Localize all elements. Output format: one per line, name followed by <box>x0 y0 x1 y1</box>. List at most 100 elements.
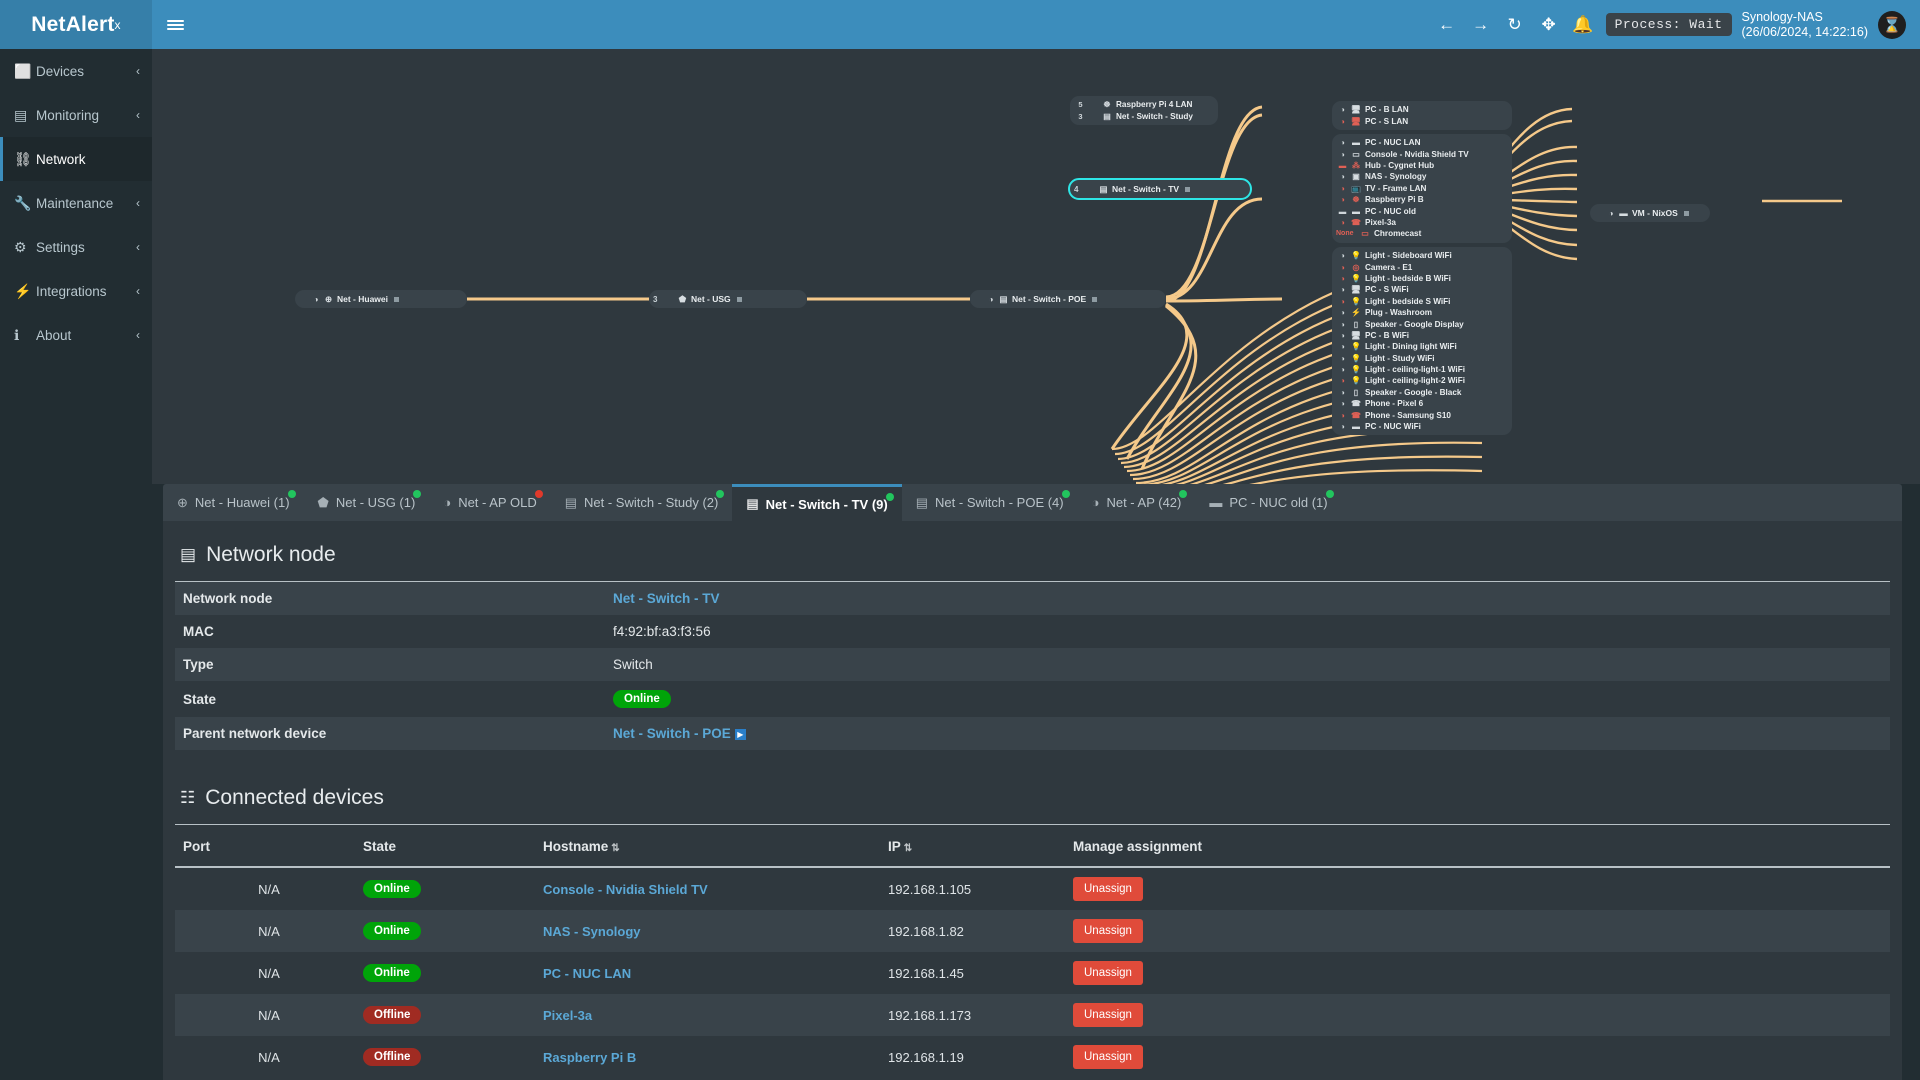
map-group-study[interactable]: 5 ☸ Raspberry Pi 4 LAN 3 ▤ Net - Switch - Stu… <box>1070 96 1218 125</box>
map-device-row[interactable]: ◑ 📺 TV - Frame LAN <box>1336 183 1508 194</box>
sidebar-item-network[interactable]: ⛓ Network <box>0 137 152 181</box>
map-device-row[interactable]: ◑ ☎ Pixel-3a <box>1336 217 1508 228</box>
sidebar-item-settings[interactable]: ⚙ Settings ‹ <box>0 225 152 269</box>
map-node[interactable]: ◑ ▤ Net - Switch - POE <box>970 290 1166 308</box>
map-group-lan-top[interactable]: ◑ 🖥 PC - B LAN ◑ 🖥 PC - S LAN <box>1332 101 1512 130</box>
column-header-ip[interactable]: IP ⇅ <box>880 829 1065 868</box>
map-device-row[interactable]: ◑ ▯ Speaker - Google Display <box>1336 318 1508 329</box>
refresh-icon[interactable]: ↻ <box>1507 14 1522 34</box>
sidebar-item-label: Network <box>36 151 86 167</box>
node-handle[interactable] <box>736 296 742 302</box>
back-icon[interactable]: ← <box>1438 14 1456 34</box>
tab-pc-nuc-old-1-[interactable]: ▬ PC - NUC old (1) <box>1195 484 1341 521</box>
expand-icon[interactable]: ✥ <box>1541 14 1556 34</box>
map-device-row[interactable]: ◑ ▯ Speaker - Google - Black <box>1336 387 1508 398</box>
map-device-row[interactable]: ◑ ◎ Camera - E1 <box>1336 261 1508 272</box>
sidebar-item-about[interactable]: ℹ About ‹ <box>0 313 152 357</box>
sidebar-item-maintenance[interactable]: 🔧 Maintenance ‹ <box>0 181 152 225</box>
detail-value[interactable]: Net - Switch - TV <box>613 591 720 606</box>
sitemap-icon: ☷ <box>180 788 196 807</box>
map-node[interactable]: ◑ ▬ VM - NixOS <box>1590 204 1710 222</box>
node-handle[interactable] <box>1092 296 1098 302</box>
map-device-row[interactable]: ▬ ⁂ Hub - Cygnet Hub <box>1336 160 1508 171</box>
node-handle[interactable] <box>394 296 400 302</box>
status-dot <box>1179 490 1188 498</box>
map-group-lan-main[interactable]: ◑ ▬ PC - NUC LAN ◑ ▭ Console - Nvidia Shield … <box>1332 134 1512 243</box>
unassign-button[interactable]: Unassign <box>1073 1045 1143 1069</box>
tab-net-switch-tv-9-[interactable]: ▤ Net - Switch - TV (9) <box>732 484 902 521</box>
tab-net-huawei-1-[interactable]: ⊕ Net - Huawei (1) <box>163 484 304 521</box>
map-device-row[interactable]: ◑ 💡 Light - ceiling-light-2 WiFi <box>1336 375 1508 386</box>
unassign-button[interactable]: Unassign <box>1073 1003 1143 1027</box>
tab-net-ap-42-[interactable]: ◑ Net - AP (42) <box>1078 484 1196 521</box>
map-device-row[interactable]: ◑ ☸ Raspberry Pi B <box>1336 194 1508 205</box>
tab-label: PC - NUC old (1) <box>1229 495 1328 510</box>
unassign-button[interactable]: Unassign <box>1073 961 1143 985</box>
bell-icon[interactable]: 🔔 <box>1571 14 1594 34</box>
map-device-row[interactable]: ◑ ▬ PC - NUC LAN <box>1336 137 1508 148</box>
cell-hostname[interactable]: PC - NUC LAN <box>543 965 632 981</box>
device-label: PC - NUC old <box>1365 206 1416 216</box>
map-device-row[interactable]: ◑ ▭ Console - Nvidia Shield TV <box>1336 148 1508 159</box>
unassign-button[interactable]: Unassign <box>1073 919 1143 943</box>
avatar[interactable]: ⌛ <box>1878 10 1906 39</box>
map-node[interactable]: ◑ ⊕ Net - Huawei <box>295 290 467 308</box>
node-handle[interactable] <box>1185 186 1191 192</box>
map-device-row[interactable]: 5 ☸ Raspberry Pi 4 LAN <box>1074 99 1214 110</box>
map-device-row[interactable]: ◑ ⚡ Plug - Washroom <box>1336 307 1508 318</box>
tab-net-usg-1-[interactable]: ⬟ Net - USG (1) <box>304 484 430 521</box>
cell-hostname[interactable]: Console - Nvidia Shield TV <box>543 881 708 897</box>
tab-net-switch-study-2-[interactable]: ▤ Net - Switch - Study (2) <box>551 484 733 521</box>
map-node[interactable]: 4 ▤ Net - Switch - TV <box>1068 178 1252 200</box>
wifi-icon: ◑ <box>1340 105 1345 115</box>
cell-port: N/A <box>258 881 280 897</box>
map-device-row[interactable]: ◑ ▣ NAS - Synology <box>1336 171 1508 182</box>
map-device-row[interactable]: ◑ 💡 Light - bedside B WiFi <box>1336 273 1508 284</box>
map-device-row[interactable]: ◑ 💡 Light - ceiling-light-1 WiFi <box>1336 364 1508 375</box>
detail-value[interactable]: Net - Switch - POE ▶ <box>605 717 1890 750</box>
status-badge: Offline <box>363 1006 422 1024</box>
node-handle[interactable] <box>1683 210 1689 216</box>
tab-net-ap-old[interactable]: ◑ Net - AP OLD <box>429 484 550 521</box>
map-device-row[interactable]: None ▭ Chromecast <box>1336 228 1508 239</box>
sidebar-item-devices[interactable]: ⬜ Devices ‹ <box>0 49 152 93</box>
map-device-row[interactable]: ◑ 💡 Light - bedside S WiFi <box>1336 296 1508 307</box>
column-header-hostname[interactable]: Hostname ⇅ <box>535 829 880 868</box>
wifi-icon: ◑ <box>313 294 319 304</box>
map-device-row[interactable]: ◑ 🖥 PC - S LAN <box>1336 115 1508 126</box>
network-map[interactable]: ◑ ⊕ Net - Huawei 3 ⬟ Net - USG ◑ ▤ Net - Switch … <box>152 49 1920 484</box>
map-device-row[interactable]: ◑ ☎ Phone - Samsung S10 <box>1336 409 1508 420</box>
cell-action: Unassign <box>1065 1036 1890 1078</box>
cell-hostname[interactable]: Raspberry Pi B <box>543 1049 637 1065</box>
app-logo[interactable]: Net Alert x <box>0 0 152 49</box>
map-device-row[interactable]: ◑ 💡 Light - Dining light WiFi <box>1336 341 1508 352</box>
map-device-row[interactable]: ◑ 🖥 PC - S WiFi <box>1336 284 1508 295</box>
device-type-icon: ⁂ <box>1352 160 1360 170</box>
cell-hostname[interactable]: Pixel-3a <box>543 1007 593 1023</box>
chevron-left-icon: ‹ <box>136 64 140 78</box>
device-label: Console - Nvidia Shield TV <box>1365 149 1469 159</box>
forward-icon[interactable]: → <box>1472 14 1490 34</box>
map-device-row[interactable]: ◑ ☎ Phone - Pixel 6 <box>1336 398 1508 409</box>
map-device-row[interactable]: ▬ ▬ PC - NUC old <box>1336 205 1508 216</box>
cell-port: N/A <box>258 965 280 981</box>
tab-label: Net - AP OLD <box>458 495 537 510</box>
unassign-button[interactable]: Unassign <box>1073 877 1143 901</box>
tab-net-switch-poe-4-[interactable]: ▤ Net - Switch - POE (4) <box>902 484 1078 521</box>
tab-label: Net - Switch - POE (4) <box>935 495 1064 510</box>
cell-hostname[interactable]: NAS - Synology <box>543 923 641 939</box>
node-tab-bar[interactable]: ⊕ Net - Huawei (1) ⬟ Net - USG (1) ◑ Net - AP… <box>163 484 1902 521</box>
map-device-row[interactable]: ◑ 💡 Light - Sideboard WiFi <box>1336 250 1508 261</box>
map-node[interactable]: 3 ⬟ Net - USG <box>649 290 807 308</box>
map-device-row[interactable]: ◑ 💡 Light - Study WiFi <box>1336 353 1508 364</box>
map-device-row[interactable]: ◑ 🖥 PC - B LAN <box>1336 104 1508 115</box>
sidebar-item-monitoring[interactable]: ▤ Monitoring ‹ <box>0 93 152 137</box>
status-dot <box>534 490 543 498</box>
map-device-row[interactable]: ◑ 🖥 PC - B WiFi <box>1336 330 1508 341</box>
menu-toggle-icon[interactable] <box>152 0 198 49</box>
map-device-row[interactable]: ◑ ▬ PC - NUC WiFi <box>1336 421 1508 432</box>
external-link-icon[interactable]: ▶ <box>734 729 746 740</box>
map-device-row[interactable]: 3 ▤ Net - Switch - Study <box>1074 110 1214 121</box>
map-group-wifi[interactable]: ◑ 💡 Light - Sideboard WiFi ◑ ◎ Camera - E1 ◑ 💡 L… <box>1332 247 1512 436</box>
sidebar-item-integrations[interactable]: ⚡ Integrations ‹ <box>0 269 152 313</box>
